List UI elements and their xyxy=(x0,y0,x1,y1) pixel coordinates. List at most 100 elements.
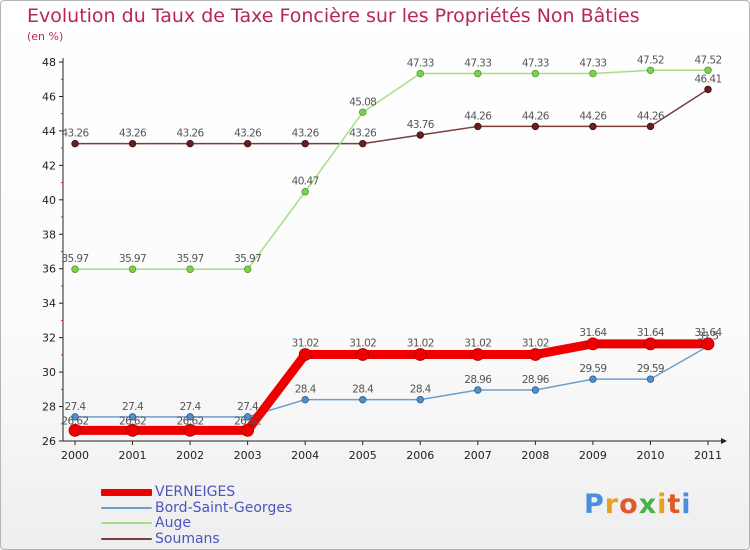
chart-title: Evolution du Taux de Taxe Foncière sur l… xyxy=(27,5,640,27)
x-tick-label: 2006 xyxy=(406,449,434,462)
data-point xyxy=(71,139,79,148)
y-tick-label: 26 xyxy=(42,435,56,448)
x-tick-label: 2003 xyxy=(234,449,262,462)
legend-item-verneiges: VERNEIGES xyxy=(101,484,361,501)
data-label: 27.4 xyxy=(180,401,202,413)
series-line-auge xyxy=(75,69,708,270)
data-label: 29.59 xyxy=(579,363,606,375)
data-label: 26.62 xyxy=(119,415,146,427)
data-label: 31.64 xyxy=(694,327,722,339)
data-label: 35.97 xyxy=(61,253,88,265)
data-label: 47.33 xyxy=(464,58,491,70)
x-tick-label: 2008 xyxy=(521,449,549,462)
data-point xyxy=(646,122,655,131)
data-point xyxy=(128,413,137,421)
data-label: 31.02 xyxy=(522,338,549,350)
legend-item-soumans: Soumans xyxy=(101,531,361,548)
data-point xyxy=(416,69,424,78)
x-tick-label: 2000 xyxy=(61,449,89,462)
data-label: 47.33 xyxy=(407,58,434,70)
data-label: 26.62 xyxy=(177,415,204,427)
data-point xyxy=(531,386,540,394)
data-label: 47.33 xyxy=(579,58,606,70)
data-point xyxy=(241,423,255,437)
data-label: 31.02 xyxy=(464,338,491,350)
data-point xyxy=(646,375,655,383)
y-tick-label: 40 xyxy=(42,194,56,207)
data-label: 31.64 xyxy=(637,327,665,339)
data-label: 44.26 xyxy=(579,110,607,122)
y-tick-label: 46 xyxy=(42,90,56,103)
data-label: 28.96 xyxy=(464,374,492,386)
data-label: 47.52 xyxy=(694,54,721,66)
data-point xyxy=(704,66,712,74)
data-point xyxy=(243,139,252,148)
data-point xyxy=(474,69,482,78)
y-tick-label: 36 xyxy=(42,263,56,276)
proxiti-logo: Proxiti xyxy=(584,489,692,520)
x-tick-label: 2005 xyxy=(349,449,377,462)
logo-letter: i xyxy=(657,489,668,520)
logo-letter: r xyxy=(604,489,620,520)
data-point xyxy=(186,139,194,148)
series-line-bord-saint-georges xyxy=(75,345,709,418)
data-label: 46.41 xyxy=(694,73,721,85)
data-label: 28.4 xyxy=(410,384,432,396)
data-point xyxy=(68,423,82,437)
data-label: 40.47 xyxy=(292,176,319,188)
data-point xyxy=(301,188,309,196)
data-label: 43.26 xyxy=(61,128,89,140)
data-label: 47.52 xyxy=(637,54,664,66)
data-label: 43.26 xyxy=(349,128,377,140)
y-tick-label: 48 xyxy=(42,56,56,69)
data-label: 31.02 xyxy=(407,338,434,350)
data-point xyxy=(186,265,194,273)
data-label: 43.26 xyxy=(177,128,205,140)
logo-letter: x xyxy=(638,489,658,520)
data-point xyxy=(71,413,79,421)
data-label: 43.26 xyxy=(119,128,147,140)
data-label: 28.96 xyxy=(522,374,550,386)
x-tick-label: 2001 xyxy=(119,449,147,462)
data-label: 44.26 xyxy=(522,110,550,122)
data-point xyxy=(413,348,427,361)
y-tick-label: 32 xyxy=(42,332,56,345)
logo-letter: i xyxy=(681,489,692,520)
data-label: 27.4 xyxy=(122,401,144,413)
y-tick-label: 34 xyxy=(42,297,56,310)
data-label: 27.4 xyxy=(65,401,87,413)
data-point xyxy=(301,395,309,404)
data-label: 26.62 xyxy=(234,415,261,427)
x-tick-label: 2010 xyxy=(636,449,664,462)
data-point xyxy=(126,423,139,437)
data-label: 28.4 xyxy=(352,384,374,396)
y-tick-label: 30 xyxy=(42,366,56,379)
y-tick-label: 38 xyxy=(42,228,56,241)
data-point xyxy=(531,122,540,131)
data-label: 29.59 xyxy=(637,363,664,375)
y-tick-label: 28 xyxy=(42,401,56,414)
data-point xyxy=(589,375,597,383)
data-point xyxy=(586,337,600,351)
data-point xyxy=(589,69,597,78)
data-point xyxy=(474,122,482,131)
data-point xyxy=(701,337,715,351)
data-label: 26.62 xyxy=(61,415,88,427)
x-tick-label: 2002 xyxy=(176,449,204,462)
legend: VERNEIGES Bord-Saint-Georges Auge Souman… xyxy=(101,484,361,548)
data-point xyxy=(474,386,482,394)
data-label: 31.02 xyxy=(349,338,376,350)
data-point xyxy=(356,348,370,361)
data-label: 27.4 xyxy=(237,401,259,413)
chart-unit-label: (en %) xyxy=(27,30,64,43)
data-point xyxy=(704,85,712,94)
data-point xyxy=(471,348,485,361)
data-point xyxy=(183,423,197,437)
legend-swatch xyxy=(101,489,152,496)
series-line-soumans xyxy=(75,88,709,145)
data-label: 35.97 xyxy=(234,253,261,265)
data-point xyxy=(416,131,424,139)
data-point xyxy=(243,265,252,273)
series-line-verneiges xyxy=(75,339,708,435)
